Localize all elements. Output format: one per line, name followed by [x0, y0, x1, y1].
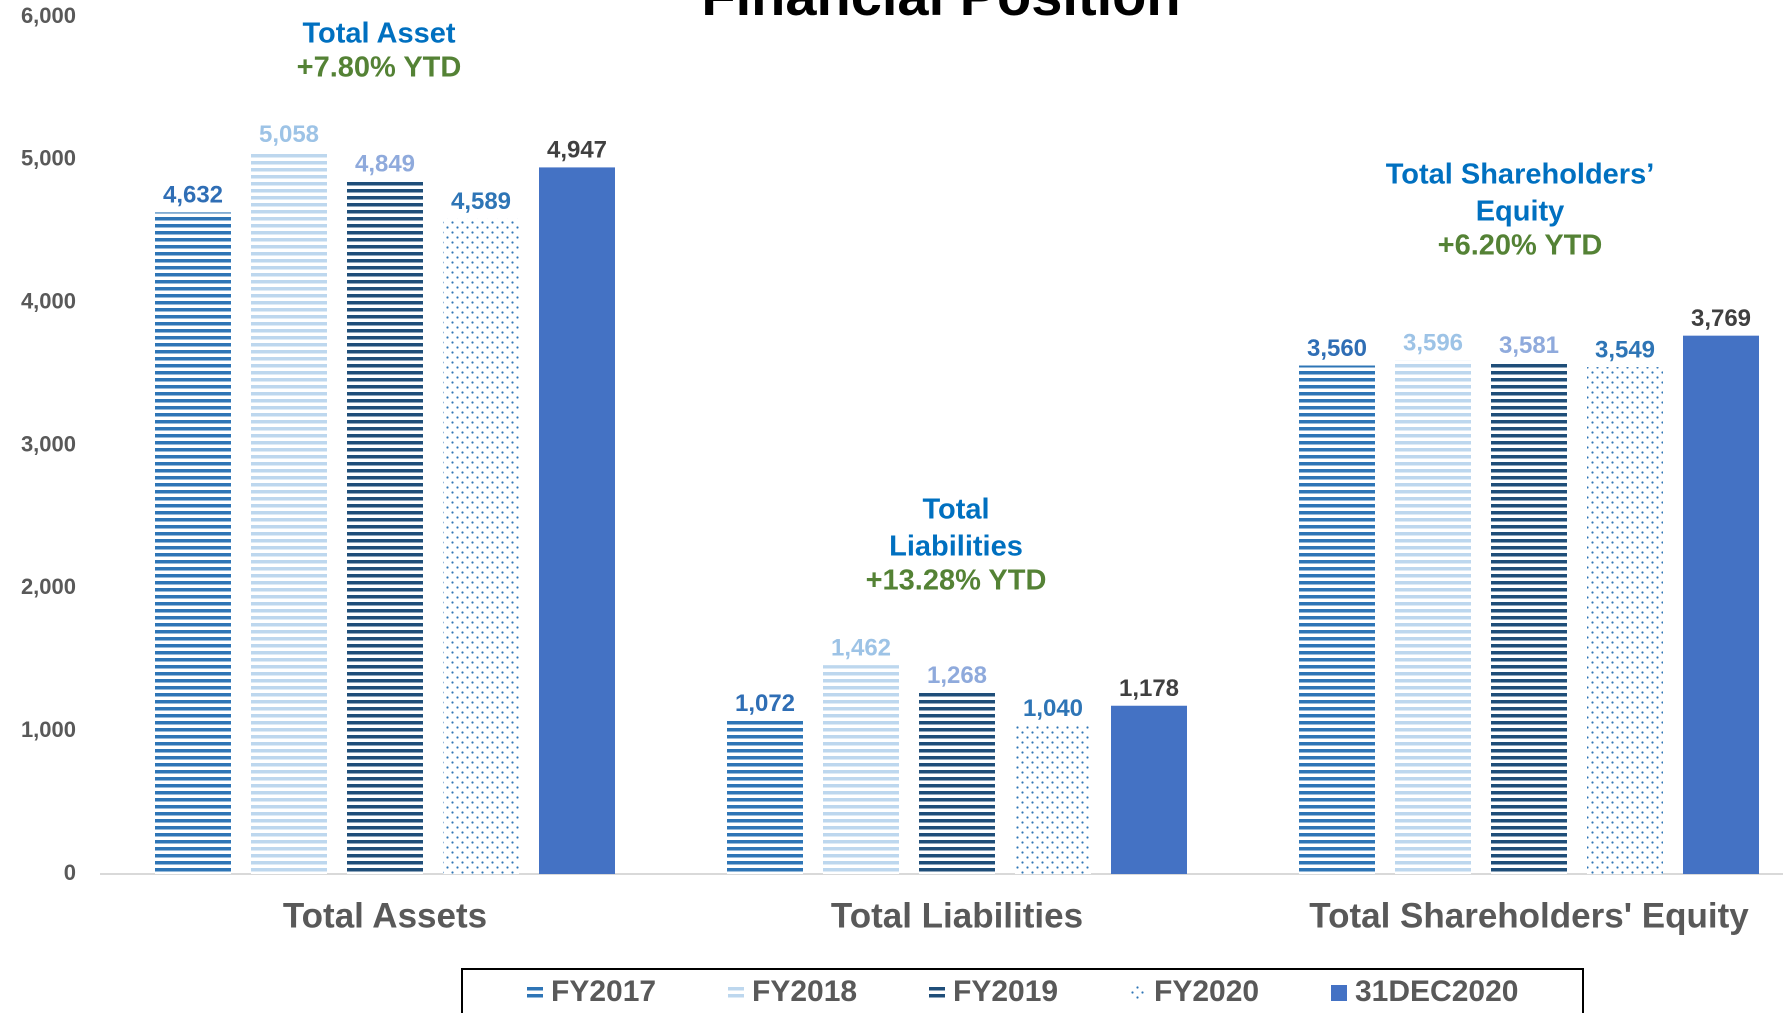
- data-label: 3,596: [1403, 330, 1463, 357]
- data-label: 5,058: [259, 121, 319, 148]
- data-label: 4,589: [451, 188, 511, 215]
- bar: [1491, 362, 1567, 874]
- chart-title: Financial Position: [701, 0, 1180, 27]
- legend-label: 31DEC2020: [1355, 975, 1518, 1008]
- bar: [155, 212, 231, 874]
- data-label: 4,849: [355, 151, 415, 178]
- data-label: 3,769: [1691, 305, 1751, 332]
- annotation-title: Total: [922, 494, 989, 526]
- data-label: 3,549: [1595, 336, 1655, 363]
- annotation-title: Equity: [1476, 196, 1565, 228]
- data-label: 4,947: [547, 137, 607, 164]
- data-label: 1,462: [831, 635, 891, 662]
- bar: [1299, 365, 1375, 874]
- annotation-ytd: +6.20% YTD: [1438, 230, 1603, 262]
- annotation-title: Total Shareholders’: [1386, 159, 1655, 191]
- y-tick-label: 0: [64, 860, 76, 885]
- legend-swatch: [1130, 985, 1146, 1001]
- bar: [823, 665, 899, 874]
- bar: [1587, 367, 1663, 874]
- x-tick-label: Total Liabilities: [831, 896, 1083, 935]
- legend-swatch: [527, 985, 543, 1001]
- annotation-title: Liabilities: [889, 531, 1023, 563]
- bar: [347, 181, 423, 874]
- bar: [1395, 360, 1471, 874]
- data-label: 1,072: [735, 690, 795, 717]
- annotation-ytd: +7.80% YTD: [297, 52, 462, 84]
- data-label: 1,178: [1119, 675, 1179, 702]
- legend-swatch: [929, 985, 945, 1001]
- bar: [539, 167, 615, 874]
- data-label: 4,632: [163, 182, 223, 209]
- x-tick-label: Total Assets: [283, 896, 487, 935]
- legend-swatch: [728, 985, 744, 1001]
- legend-box: [461, 968, 1584, 1013]
- legend-label: FY2018: [752, 975, 857, 1008]
- y-tick-label: 6,000: [21, 3, 76, 28]
- y-tick-label: 2,000: [21, 574, 76, 599]
- data-label: 3,560: [1307, 335, 1367, 362]
- y-tick-label: 5,000: [21, 146, 76, 171]
- data-label: 3,581: [1499, 332, 1559, 359]
- legend-label: FY2019: [953, 975, 1058, 1008]
- y-tick-label: 1,000: [21, 717, 76, 742]
- bar: [727, 720, 803, 874]
- y-tick-label: 4,000: [21, 288, 76, 313]
- annotation-title: Total Asset: [302, 18, 455, 50]
- annotation-ytd: +13.28% YTD: [866, 565, 1047, 597]
- bar: [1111, 705, 1187, 874]
- bar: [443, 218, 519, 874]
- bar: [919, 692, 995, 874]
- data-label: 1,040: [1023, 695, 1083, 722]
- bar: [1015, 725, 1091, 874]
- data-label: 1,268: [927, 662, 987, 689]
- y-tick-label: 3,000: [21, 431, 76, 456]
- legend-swatch: [1331, 985, 1347, 1001]
- x-tick-label: Total Shareholders' Equity: [1309, 896, 1749, 935]
- legend-label: FY2017: [551, 975, 656, 1008]
- legend-label: FY2020: [1154, 975, 1259, 1008]
- bar: [251, 151, 327, 874]
- bar: [1683, 335, 1759, 875]
